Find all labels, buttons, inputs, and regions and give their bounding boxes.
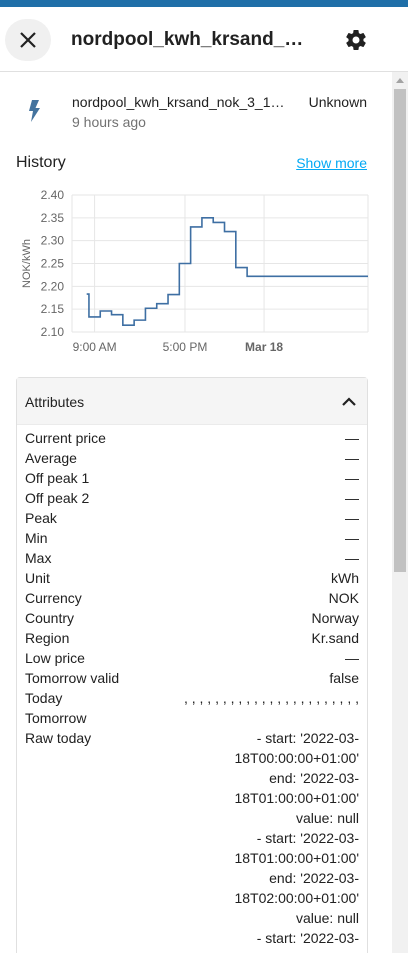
attributes-header[interactable]: Attributes (17, 378, 367, 425)
attribute-key: Current price (25, 430, 106, 446)
close-button[interactable] (5, 19, 51, 61)
entity-name: nordpool_kwh_krsand_nok_3_10_025 (72, 94, 292, 110)
attribute-key: Country (25, 610, 75, 626)
y-tick-label: 2.15 (41, 302, 65, 316)
attribute-value: Kr.sand (311, 630, 359, 646)
attributes-card: Attributes Current price — Average — Off pea… (16, 377, 368, 953)
attribute-key: Min (25, 530, 48, 546)
attributes-title: Attributes (25, 394, 85, 410)
attribute-value: — (345, 470, 359, 486)
y-tick-label: 2.30 (41, 234, 65, 248)
y-tick-label: 2.10 (41, 325, 65, 339)
attribute-row: Max — (25, 548, 359, 568)
attribute-row: Current price — (25, 428, 359, 448)
entity-last-changed: 9 hours ago (72, 114, 146, 130)
close-icon (20, 32, 36, 48)
dialog-title: nordpool_kwh_krsand_nok_3_10_025 (71, 29, 311, 50)
attribute-value: — (345, 450, 359, 466)
attribute-row: Region Kr.sand (25, 628, 359, 648)
attribute-value: NOK (328, 590, 359, 606)
history-heading: History (16, 154, 66, 171)
attribute-value: — (345, 530, 359, 546)
attribute-row: Peak — (25, 508, 359, 528)
attribute-key: Peak (25, 510, 57, 526)
y-tick-label: 2.20 (41, 279, 65, 293)
attribute-key: Off peak 1 (25, 470, 90, 486)
attribute-key: Raw today (25, 730, 92, 746)
attribute-row: Tomorrow (25, 708, 359, 728)
x-tick-label: 9:00 AM (73, 340, 117, 354)
y-tick-label: 2.25 (41, 257, 65, 271)
gear-icon (346, 29, 366, 50)
attribute-value: — (345, 550, 359, 566)
attribute-key: Low price (25, 650, 85, 666)
settings-button[interactable] (340, 24, 372, 56)
attribute-value: — (345, 430, 359, 446)
attribute-key: Today (25, 690, 63, 706)
attribute-row: Currency NOK (25, 588, 359, 608)
attribute-row: Average — (25, 448, 359, 468)
x-tick-label: 5:00 PM (163, 340, 208, 354)
scrollbar[interactable] (392, 72, 408, 953)
attribute-value: Norway (311, 610, 359, 626)
y-axis-label: NOK/kWh (21, 239, 33, 288)
top-accent-bar (0, 0, 408, 7)
attribute-value: , , , , , , , , , , , , , , , , , , , , … (183, 690, 359, 706)
attribute-row: Min — (25, 528, 359, 548)
show-more-link[interactable]: Show more (296, 155, 367, 171)
attribute-key: Tomorrow valid (25, 670, 120, 686)
attribute-row: Off peak 2 — (25, 488, 359, 508)
x-tick-label: Mar 18 (245, 340, 283, 354)
price-series-line (86, 217, 368, 326)
attribute-key: Off peak 2 (25, 490, 90, 506)
attribute-key: Currency (25, 590, 82, 606)
dialog-content: nordpool_kwh_krsand_nok_3_10_025 9 hours… (0, 72, 392, 953)
attribute-key: Max (25, 550, 52, 566)
attribute-value: — (345, 650, 359, 666)
scrollbar-thumb[interactable] (394, 89, 406, 572)
attribute-value: kWh (331, 570, 359, 586)
attribute-value: false (329, 670, 359, 686)
entity-row: nordpool_kwh_krsand_nok_3_10_025 9 hours… (0, 88, 392, 132)
attribute-key: Tomorrow (25, 710, 87, 726)
history-chart[interactable]: 2.40 2.35 2.30 2.25 2.20 2.15 2.10 9:00 AM 5:00 … (0, 182, 392, 362)
attribute-key: Region (25, 630, 70, 646)
chevron-up-icon[interactable] (339, 392, 359, 412)
attribute-row: Off peak 1 — (25, 468, 359, 488)
attribute-value: — (345, 510, 359, 526)
y-tick-label: 2.35 (41, 211, 65, 225)
y-tick-label: 2.40 (41, 188, 65, 202)
attribute-row: Unit kWh (25, 568, 359, 588)
attributes-list: Current price — Average — Off peak 1— Off pea… (25, 428, 359, 953)
attribute-key: Unit (25, 570, 50, 586)
entity-state: Unknown (308, 94, 367, 110)
attribute-row: Today , , , , , , , , , , , , , , , , , ,… (25, 688, 359, 708)
dialog-header: nordpool_kwh_krsand_nok_3_10_025 (0, 7, 408, 72)
attribute-key: Average (25, 450, 77, 466)
attribute-row: Low price — (25, 648, 359, 668)
attribute-value: - start: '2022-03- 18T00:00:00+01:00' en… (234, 730, 359, 953)
scroll-up-arrow-icon[interactable] (396, 78, 404, 83)
attribute-row: Country Norway (25, 608, 359, 628)
attribute-row: Raw today - start: '2022-03- 18T00:00:00+… (25, 728, 359, 953)
attribute-value: — (345, 490, 359, 506)
attribute-row: Tomorrow valid false (25, 668, 359, 688)
flash-icon (29, 100, 40, 122)
